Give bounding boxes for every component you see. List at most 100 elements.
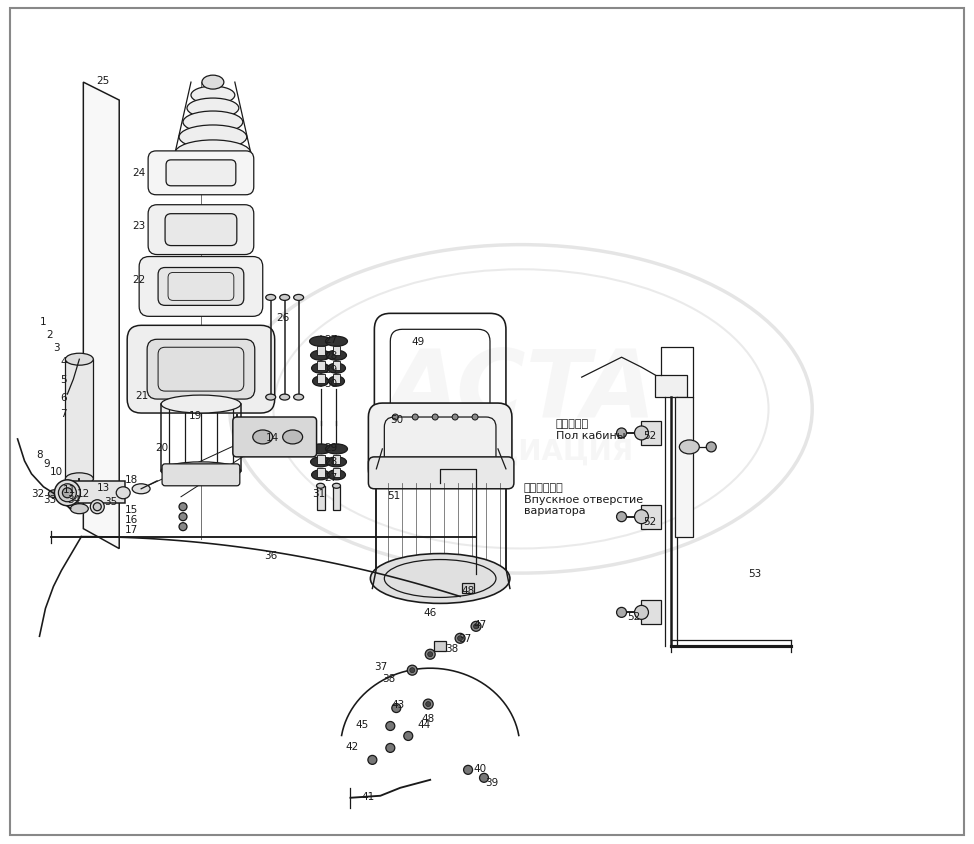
Text: 25: 25 — [96, 76, 110, 86]
Ellipse shape — [472, 414, 478, 420]
Ellipse shape — [407, 665, 417, 675]
FancyBboxPatch shape — [139, 257, 263, 317]
Bar — [332, 362, 341, 371]
Text: 46: 46 — [424, 608, 436, 618]
Bar — [332, 456, 341, 464]
Ellipse shape — [311, 457, 330, 468]
Text: 38: 38 — [382, 674, 394, 684]
Ellipse shape — [91, 500, 104, 514]
Bar — [332, 486, 341, 510]
Text: 37: 37 — [374, 662, 387, 671]
Text: 31: 31 — [312, 488, 325, 498]
Bar — [332, 468, 341, 477]
Text: 28: 28 — [324, 351, 337, 360]
Ellipse shape — [386, 722, 394, 731]
Text: 29: 29 — [324, 365, 337, 375]
Bar — [317, 486, 324, 510]
Ellipse shape — [328, 376, 345, 387]
Text: 11: 11 — [62, 484, 76, 495]
Ellipse shape — [458, 636, 463, 641]
Ellipse shape — [310, 445, 331, 454]
Ellipse shape — [70, 504, 89, 514]
Ellipse shape — [179, 513, 187, 521]
Polygon shape — [84, 83, 119, 549]
Ellipse shape — [253, 430, 273, 445]
Text: 23: 23 — [132, 220, 146, 230]
Ellipse shape — [62, 488, 72, 498]
Text: 6: 6 — [60, 392, 66, 403]
Text: 52: 52 — [643, 516, 656, 526]
Text: 9: 9 — [43, 458, 50, 468]
Text: 52: 52 — [643, 430, 656, 441]
Text: 36: 36 — [264, 550, 278, 560]
Text: 1: 1 — [40, 317, 47, 327]
Ellipse shape — [65, 354, 94, 365]
Bar — [434, 641, 446, 652]
FancyBboxPatch shape — [128, 326, 275, 414]
Text: 28: 28 — [324, 457, 337, 467]
FancyBboxPatch shape — [148, 205, 254, 255]
Ellipse shape — [266, 295, 276, 301]
Ellipse shape — [183, 112, 243, 134]
Ellipse shape — [410, 668, 415, 673]
Bar — [332, 375, 341, 384]
Ellipse shape — [392, 704, 400, 712]
Text: 42: 42 — [346, 741, 359, 751]
Bar — [642, 601, 661, 625]
Ellipse shape — [179, 503, 187, 511]
Ellipse shape — [706, 442, 716, 452]
Text: 48: 48 — [422, 713, 434, 723]
Ellipse shape — [233, 427, 241, 436]
Ellipse shape — [202, 76, 224, 90]
Ellipse shape — [161, 463, 241, 480]
Text: ACTA: ACTA — [386, 345, 656, 437]
Ellipse shape — [473, 624, 478, 629]
Ellipse shape — [471, 621, 481, 631]
Text: 13: 13 — [96, 482, 110, 492]
Ellipse shape — [680, 441, 699, 454]
Text: 45: 45 — [356, 719, 369, 729]
Bar — [317, 362, 324, 371]
Ellipse shape — [94, 503, 101, 511]
Ellipse shape — [175, 141, 250, 166]
Text: 2: 2 — [46, 330, 53, 340]
Ellipse shape — [161, 396, 241, 414]
Text: 18: 18 — [125, 474, 137, 484]
Text: 17: 17 — [125, 524, 137, 534]
Ellipse shape — [280, 295, 289, 301]
Text: 26: 26 — [276, 313, 289, 323]
Ellipse shape — [386, 744, 394, 753]
Ellipse shape — [327, 470, 346, 480]
Ellipse shape — [310, 337, 331, 347]
Text: 41: 41 — [361, 791, 375, 801]
Ellipse shape — [65, 473, 94, 485]
Text: 35: 35 — [104, 496, 118, 506]
Text: 48: 48 — [462, 586, 474, 596]
Ellipse shape — [617, 512, 626, 522]
Bar — [317, 347, 324, 356]
Text: 40: 40 — [473, 763, 487, 773]
Text: 14: 14 — [266, 432, 280, 442]
Ellipse shape — [179, 523, 187, 531]
Bar — [642, 421, 661, 446]
Ellipse shape — [132, 484, 150, 495]
Text: 30: 30 — [324, 379, 337, 389]
Text: 8: 8 — [36, 449, 43, 459]
Bar — [675, 398, 693, 537]
Text: 37: 37 — [459, 634, 471, 643]
Ellipse shape — [325, 445, 348, 454]
Ellipse shape — [326, 351, 347, 360]
Ellipse shape — [428, 652, 432, 657]
Ellipse shape — [266, 395, 276, 401]
Ellipse shape — [464, 766, 472, 775]
FancyBboxPatch shape — [166, 160, 236, 187]
Text: 20: 20 — [156, 442, 169, 452]
Text: 27: 27 — [324, 473, 337, 482]
Text: 52: 52 — [627, 612, 640, 622]
Ellipse shape — [479, 773, 489, 782]
Text: 10: 10 — [50, 466, 63, 476]
Text: 51: 51 — [388, 490, 401, 500]
Ellipse shape — [312, 470, 329, 480]
FancyBboxPatch shape — [147, 340, 255, 399]
Text: 39: 39 — [485, 776, 499, 787]
